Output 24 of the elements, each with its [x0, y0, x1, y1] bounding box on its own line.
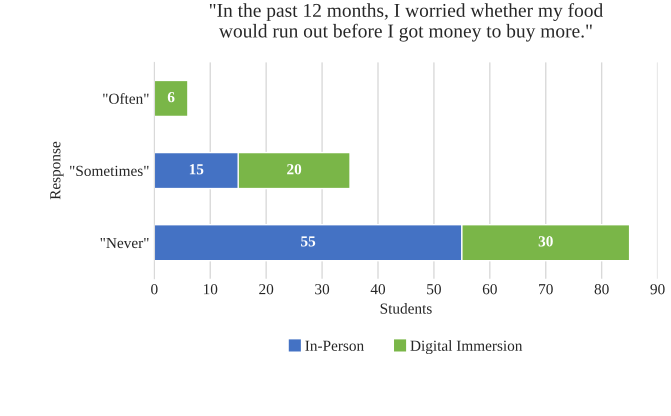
y-tick-label: "Sometimes" [70, 166, 149, 176]
data-label: 6 [168, 92, 174, 102]
data-label: 30 [538, 236, 553, 246]
legend-label: Digital Immersion [410, 340, 522, 354]
x-axis-title: Students [380, 302, 432, 314]
y-axis-title: Response [50, 142, 64, 200]
x-tick-label: 90 [650, 284, 665, 294]
data-label: 20 [287, 164, 302, 174]
data-label: 15 [190, 164, 204, 174]
x-tick-label: 80 [594, 284, 609, 294]
legend-label: In-Person [305, 340, 364, 351]
y-tick-label: "Often" [103, 92, 149, 104]
y-tick-label: "Never" [100, 238, 149, 248]
data-label: 55 [301, 236, 316, 246]
x-tick-label: 10 [204, 284, 218, 294]
x-tick-label: 50 [427, 284, 441, 294]
x-tick-label: 20 [259, 284, 274, 294]
x-tick-label: 0 [151, 284, 158, 294]
x-tick-label: 70 [539, 284, 553, 294]
x-tick-label: 60 [482, 284, 497, 294]
bar [154, 80, 189, 118]
chart-title: "In the past 12 months, I worried whether my food would run out before I got money to buy more." [210, 3, 604, 42]
x-tick-label: 40 [370, 284, 386, 294]
x-tick-label: 30 [315, 284, 330, 294]
